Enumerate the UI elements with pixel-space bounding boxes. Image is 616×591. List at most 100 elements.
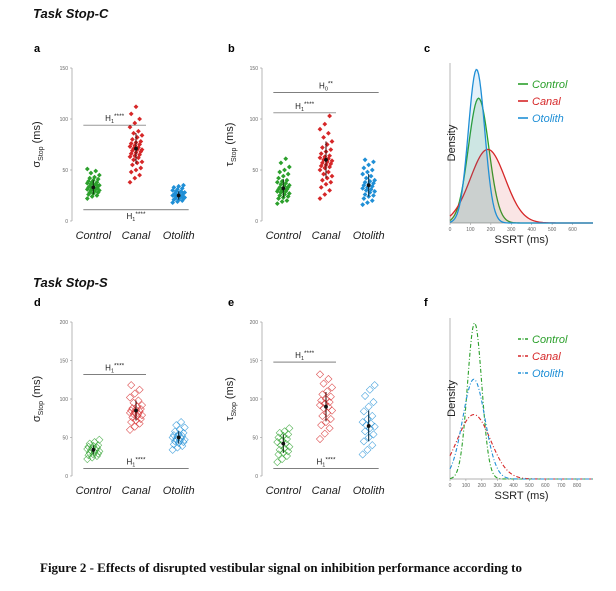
data-point — [286, 191, 292, 196]
data-point — [182, 190, 188, 195]
y-tick-label: 200 — [250, 320, 259, 326]
data-point — [315, 435, 325, 444]
legend: Control Canal Otolith — [518, 79, 568, 125]
data-point — [361, 196, 367, 201]
x-category-label-control: Control — [76, 230, 112, 242]
density-curve-otolith — [449, 68, 593, 224]
mean-marker — [91, 447, 96, 452]
mean-marker — [281, 441, 286, 446]
data-point — [318, 390, 327, 399]
significance-label: H1**** — [105, 113, 124, 125]
data-point — [181, 182, 186, 188]
data-point — [175, 199, 180, 205]
data-point — [84, 196, 90, 201]
data-point — [318, 151, 324, 157]
data-point — [285, 442, 294, 451]
data-point — [178, 431, 187, 440]
data-point — [179, 185, 185, 191]
x-category-label-otolith: Otolith — [163, 230, 195, 242]
data-point — [127, 124, 133, 130]
panel-letter: a — [34, 43, 41, 55]
significance-label: H0** — [319, 80, 333, 92]
x-axis-label: SSRT (ms) — [495, 490, 549, 502]
y-axis-label: σStop (ms) — [31, 121, 45, 167]
data-point — [274, 201, 280, 207]
data-point — [324, 374, 333, 384]
data-point — [168, 433, 177, 442]
data-point — [283, 180, 289, 186]
data-point — [361, 427, 370, 436]
x-tick-label: 200 — [478, 483, 487, 489]
y-tick-label: 150 — [250, 359, 259, 365]
data-point — [361, 165, 367, 171]
panel-d: d 0 50 100 150 200 σStop (ms) Control Canal Otoli… — [31, 297, 195, 497]
data-point — [128, 169, 134, 175]
data-point — [128, 404, 137, 413]
section-title-stop-c: Task Stop-C — [33, 6, 109, 21]
y-tick-label: 200 — [60, 320, 69, 326]
significance-label: H1**** — [127, 211, 146, 223]
data-point — [94, 179, 100, 185]
data-point — [135, 419, 144, 428]
data-point — [369, 198, 375, 203]
y-axis-label: τStop (ms) — [224, 123, 238, 167]
panel-letter: e — [228, 297, 234, 309]
density-curve-otolith — [449, 378, 593, 480]
data-point — [328, 161, 334, 167]
panel-letter: b — [228, 43, 235, 55]
data-point — [133, 167, 139, 173]
data-point — [182, 195, 188, 200]
data-point — [365, 200, 370, 206]
data-point — [317, 126, 323, 132]
data-point — [88, 170, 94, 176]
data-point — [326, 130, 331, 136]
data-point — [278, 455, 287, 464]
data-point — [95, 190, 101, 195]
data-point — [366, 162, 372, 168]
significance-label: H1**** — [105, 362, 124, 374]
data-point — [273, 438, 282, 447]
data-point — [284, 447, 293, 456]
data-point — [369, 183, 375, 189]
x-tick-label: 100 — [466, 227, 475, 233]
data-point — [171, 427, 180, 436]
data-point — [127, 381, 136, 390]
data-point — [320, 429, 329, 438]
data-point — [172, 421, 181, 430]
legend: Control Canal Otolith — [518, 334, 568, 380]
data-point — [371, 180, 376, 186]
data-point — [173, 189, 179, 194]
x-tick-label: 400 — [528, 227, 537, 233]
data-point — [323, 181, 329, 187]
legend-label-control: Control — [532, 79, 568, 91]
data-point — [179, 198, 185, 203]
data-point — [365, 385, 374, 394]
legend-label-otolith: Otolith — [532, 368, 564, 380]
data-point — [282, 192, 287, 197]
x-category-label-canal: Canal — [122, 485, 151, 497]
data-point — [95, 176, 101, 182]
data-point — [327, 406, 337, 415]
data-point — [131, 130, 136, 136]
data-point — [286, 182, 292, 188]
x-category-label-otolith: Otolith — [353, 485, 385, 497]
data-point — [358, 450, 367, 459]
data-point — [323, 387, 332, 396]
x-tick-label: 0 — [449, 483, 452, 489]
data-point — [286, 164, 292, 170]
data-point — [280, 173, 286, 179]
legend-label-control: Control — [532, 334, 568, 346]
data-point — [318, 411, 327, 420]
data-point — [368, 441, 377, 450]
data-point — [179, 193, 185, 198]
x-category-label-control: Control — [266, 485, 302, 497]
y-tick-label: 100 — [60, 117, 69, 123]
data-point — [87, 175, 93, 181]
data-point — [137, 116, 142, 122]
data-point — [361, 391, 370, 400]
data-point — [84, 442, 93, 451]
data-point — [94, 449, 103, 458]
y-tick-label: 0 — [255, 219, 258, 225]
data-point — [278, 160, 284, 166]
panel-c: c 0 100 200 300 400 500 600 SSRT (ms) Density Cont… — [424, 43, 593, 246]
